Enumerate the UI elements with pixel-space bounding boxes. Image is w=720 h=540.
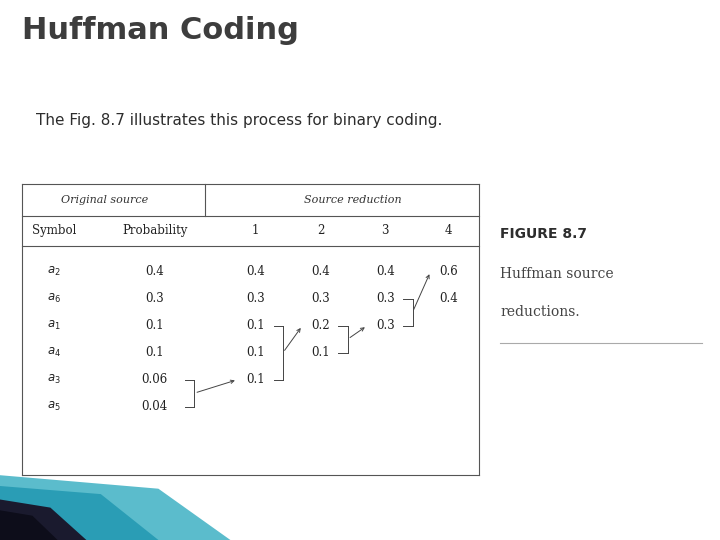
Polygon shape <box>0 510 58 540</box>
Text: $a_{3}$: $a_{3}$ <box>47 373 61 386</box>
Text: $a_{2}$: $a_{2}$ <box>48 265 60 278</box>
Text: 0.06: 0.06 <box>142 373 168 386</box>
Text: 3: 3 <box>382 224 389 238</box>
Text: 0.3: 0.3 <box>376 319 395 332</box>
Polygon shape <box>0 500 86 540</box>
Text: 0.3: 0.3 <box>246 292 265 305</box>
Text: 0.2: 0.2 <box>311 319 330 332</box>
Text: 0.1: 0.1 <box>145 346 164 359</box>
Text: 0.4: 0.4 <box>311 265 330 278</box>
Polygon shape <box>0 475 230 540</box>
Polygon shape <box>0 486 158 540</box>
Text: 0.3: 0.3 <box>145 292 164 305</box>
Text: 0.4: 0.4 <box>439 292 458 305</box>
Text: $a_{1}$: $a_{1}$ <box>47 319 61 332</box>
Text: 1: 1 <box>252 224 259 238</box>
Text: Probability: Probability <box>122 224 187 238</box>
Text: 0.1: 0.1 <box>145 319 164 332</box>
Text: 0.4: 0.4 <box>246 265 265 278</box>
Text: FIGURE 8.7: FIGURE 8.7 <box>500 227 588 241</box>
Text: Original source: Original source <box>60 195 148 205</box>
Text: $a_{6}$: $a_{6}$ <box>47 292 61 305</box>
Text: 0.1: 0.1 <box>246 373 265 386</box>
Text: 0.3: 0.3 <box>311 292 330 305</box>
Text: Huffman source: Huffman source <box>500 267 614 281</box>
Text: 0.4: 0.4 <box>145 265 164 278</box>
Text: Huffman Coding: Huffman Coding <box>22 16 299 45</box>
Text: The Fig. 8.7 illustrates this process for binary coding.: The Fig. 8.7 illustrates this process fo… <box>36 113 442 129</box>
Text: 0.4: 0.4 <box>376 265 395 278</box>
Text: 0.3: 0.3 <box>376 292 395 305</box>
Text: 0.1: 0.1 <box>311 346 330 359</box>
Text: 0.1: 0.1 <box>246 346 265 359</box>
Text: 0.6: 0.6 <box>439 265 458 278</box>
Text: reductions.: reductions. <box>500 305 580 319</box>
Text: $a_{5}$: $a_{5}$ <box>47 400 61 413</box>
Text: 2: 2 <box>317 224 324 238</box>
Text: Source reduction: Source reduction <box>304 195 401 205</box>
Text: $a_{4}$: $a_{4}$ <box>47 346 61 359</box>
Text: 0.04: 0.04 <box>142 400 168 413</box>
Text: 4: 4 <box>445 224 452 238</box>
Text: Symbol: Symbol <box>32 224 76 238</box>
Text: 0.1: 0.1 <box>246 319 265 332</box>
